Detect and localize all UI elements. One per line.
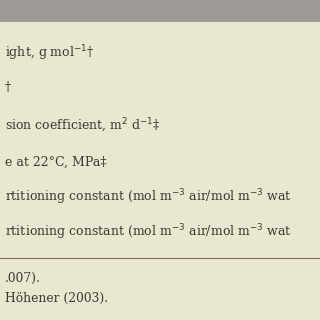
- Text: Höhener (2003).: Höhener (2003).: [5, 292, 108, 305]
- Text: sion coefficient, m$^{2}$ d$^{-1}$‡: sion coefficient, m$^{2}$ d$^{-1}$‡: [5, 117, 161, 135]
- Text: .007).: .007).: [5, 271, 41, 284]
- Text: ight, g mol$^{-1}$†: ight, g mol$^{-1}$†: [5, 43, 95, 63]
- Text: rtitioning constant (mol m$^{-3}$ air/mol m$^{-3}$ wat: rtitioning constant (mol m$^{-3}$ air/mo…: [5, 187, 292, 207]
- Text: e at 22°C, MPa‡: e at 22°C, MPa‡: [5, 156, 107, 169]
- Bar: [0, 0, 320, 22]
- Text: rtitioning constant (mol m$^{-3}$ air/mol m$^{-3}$ wat: rtitioning constant (mol m$^{-3}$ air/mo…: [5, 222, 292, 242]
- Text: †: †: [5, 82, 11, 94]
